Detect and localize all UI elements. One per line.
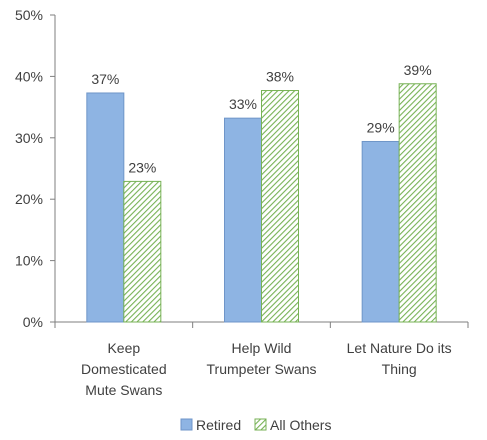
bar-retired (86, 92, 125, 323)
bar-all-others (398, 83, 437, 323)
legend-swatch-all-others (254, 418, 267, 431)
category-label: Let Nature Do its (347, 340, 452, 356)
category-label: Help Wild (232, 340, 292, 356)
data-label: 33% (229, 96, 257, 112)
data-label: 37% (91, 71, 119, 87)
bar-all-others (261, 90, 299, 323)
legend: Retired All Others (180, 417, 331, 433)
legend-label: All Others (270, 417, 331, 433)
y-tick-label: 30% (15, 130, 43, 146)
category-label: Trumpeter Swans (207, 361, 317, 377)
bar-retired (361, 140, 400, 323)
y-tick-label: 20% (15, 191, 43, 207)
bars (86, 83, 437, 323)
y-tick-label: 50% (15, 7, 43, 23)
category-label: Thing (382, 361, 417, 377)
bar-all-others (123, 180, 162, 323)
labels: 37% 23% Keep Domesticated Mute Swans 33% 38% He… (81, 62, 452, 398)
legend-swatch-retired (180, 418, 193, 431)
y-tick-label: 40% (15, 68, 43, 84)
y-tick-label: 0% (23, 314, 43, 330)
y-tick-label: 10% (15, 253, 43, 269)
data-label: 38% (266, 69, 294, 85)
data-label: 23% (128, 159, 156, 175)
category-label: Domesticated (81, 361, 167, 377)
category-label: Mute Swans (85, 382, 162, 398)
data-label: 39% (404, 62, 432, 78)
data-label: 29% (367, 119, 395, 135)
bar-retired (224, 117, 262, 323)
category-label: Keep (107, 340, 140, 356)
legend-label: Retired (196, 417, 241, 433)
